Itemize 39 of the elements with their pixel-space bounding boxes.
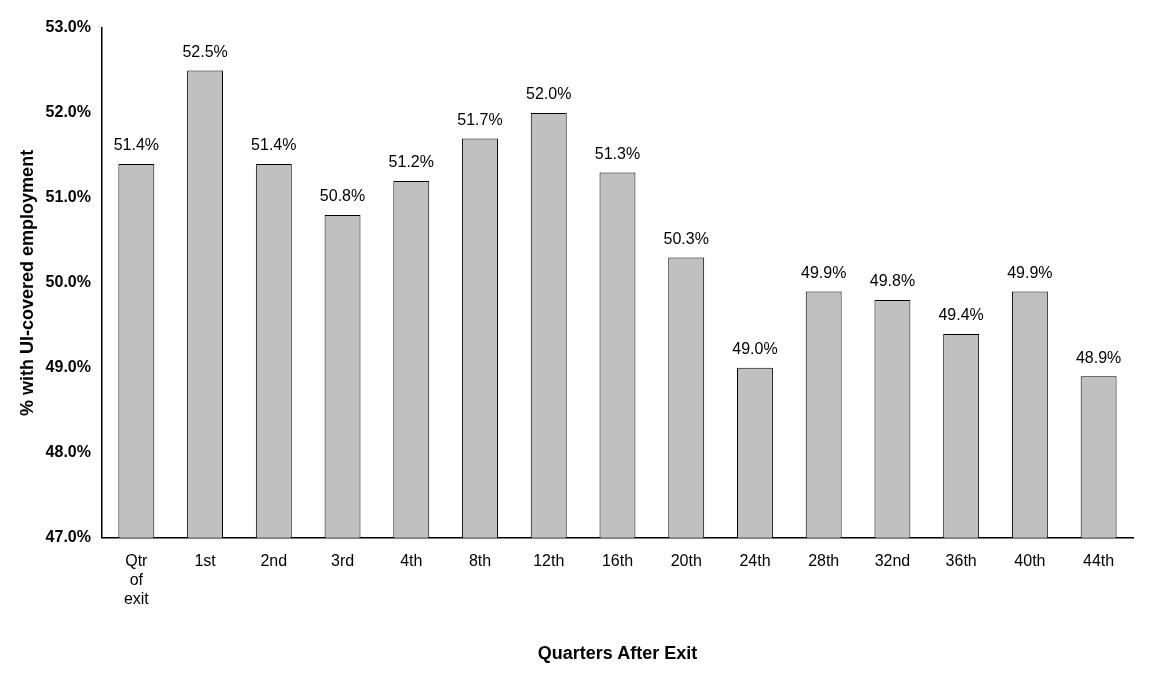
x-tick-label: 36th [945, 551, 977, 569]
x-tick-label: 20th [670, 551, 702, 569]
data-label: 52.5% [182, 42, 228, 60]
x-tick-label: 32nd [874, 551, 911, 569]
data-label: 51.4% [251, 136, 297, 154]
x-tick-label: 12th [533, 551, 565, 569]
data-label: 49.8% [869, 272, 916, 290]
y-tick-label: 53.0% [45, 18, 91, 36]
data-label: 50.8% [319, 187, 366, 205]
y-tick-label: 50.0% [45, 273, 91, 291]
data-label: 51.2% [388, 153, 434, 171]
y-tick-label: 52.0% [45, 103, 91, 121]
data-label: 49.9% [1007, 263, 1053, 281]
x-tick-label: 8th [468, 551, 492, 569]
x-tick-label: 3rd [330, 551, 355, 569]
x-tick-label: 40th [1014, 551, 1046, 569]
data-label: 51.7% [457, 110, 503, 128]
y-tick-label: 51.0% [45, 188, 91, 206]
data-label: 51.3% [594, 144, 641, 162]
x-tick-label: 44th [1083, 551, 1115, 569]
y-tick-label: 49.0% [45, 358, 91, 376]
data-label: 51.4% [113, 136, 160, 154]
x-tick-label: 16th [601, 551, 634, 569]
x-tick-label: 1st [194, 551, 217, 569]
x-tick-label: 2nd [260, 551, 288, 569]
data-label: 52.0% [526, 85, 572, 103]
y-tick-label: 47.0% [45, 528, 91, 546]
y-axis-title: % with UI-covered employment [16, 149, 37, 416]
x-tick-label: 24th [739, 551, 771, 569]
y-tick-label: 48.0% [45, 443, 91, 461]
x-tick-label: 4th [400, 551, 423, 569]
x-tick-label: 28th [808, 551, 840, 569]
data-label: 49.9% [801, 263, 847, 281]
data-label: 50.3% [663, 229, 709, 247]
x-axis-title: Quarters After Exit [537, 643, 698, 664]
data-label: 49.0% [732, 340, 778, 358]
x-tick-label: Qtr of exit [123, 551, 150, 608]
data-label: 49.4% [938, 306, 984, 324]
data-label: 48.9% [1075, 348, 1122, 366]
